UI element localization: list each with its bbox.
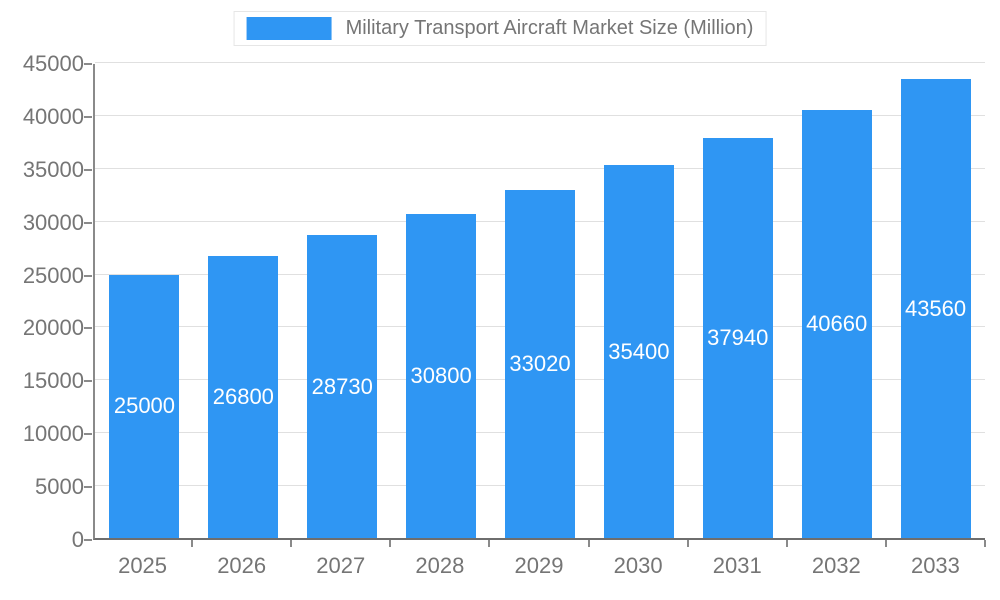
- bar-value-label: 28730: [311, 373, 373, 399]
- y-axis-tick-label: 15000: [22, 368, 84, 394]
- bar-2032: 40660: [801, 109, 872, 538]
- x-axis-tick: [488, 540, 491, 547]
- y-axis-tick: [84, 486, 92, 489]
- y-axis-tick: [84, 63, 92, 65]
- x-axis-tick-label: 2033: [910, 553, 960, 578]
- y-axis-tick-label: 40000: [22, 103, 84, 129]
- bar-value-label: 26800: [212, 383, 274, 409]
- x-axis-tick: [587, 540, 590, 547]
- y-axis-tick: [84, 168, 92, 171]
- y-axis-tick: [84, 433, 92, 436]
- legend-swatch: [246, 17, 332, 40]
- x-axis-tick-label: 2031: [712, 553, 762, 578]
- y-axis-tick-label: 45000: [22, 51, 84, 76]
- bar-value-label: 33020: [509, 351, 571, 377]
- bar-2031: 37940: [702, 138, 773, 538]
- y-axis-tick: [84, 115, 92, 118]
- x-axis-tick-label: 2028: [415, 553, 465, 578]
- bar-2029: 33020: [505, 190, 575, 538]
- bar-2026: 26800: [208, 255, 279, 538]
- bar-value-label: 25000: [113, 393, 176, 419]
- gridline: [95, 114, 985, 116]
- x-axis-tick-label: 2027: [316, 553, 366, 578]
- y-axis-tick-label: 5000: [35, 474, 84, 500]
- bar-2025: 25000: [109, 274, 180, 538]
- y-axis-tick-label: 0: [71, 527, 84, 552]
- gridline: [95, 62, 985, 63]
- x-axis-tick: [290, 540, 293, 547]
- y-axis-tick: [84, 221, 92, 224]
- x-axis-tick-label: 2029: [514, 553, 564, 578]
- bar-2030: 35400: [603, 165, 674, 538]
- y-axis-tick: [84, 327, 92, 330]
- chart-title: Military Transport Aircraft Market Size …: [345, 17, 754, 39]
- y-axis-tick: [84, 539, 92, 541]
- y-axis-tick-label: 30000: [22, 209, 84, 235]
- bar-2028: 30800: [406, 213, 477, 538]
- legend[interactable]: Military Transport Aircraft Market Size …: [233, 11, 767, 46]
- y-axis-tick: [84, 380, 92, 383]
- gridline: [95, 167, 985, 169]
- x-axis-tick-label: 2030: [613, 553, 663, 578]
- x-axis-tick-label: 2026: [217, 553, 267, 578]
- bar-value-label: 37940: [707, 325, 769, 351]
- y-axis-tick-label: 10000: [22, 421, 84, 447]
- x-axis-tick-label: 2025: [118, 553, 168, 578]
- bars: 25000 26800 28730 30800 33020 35400 37940 40660…: [95, 64, 985, 538]
- bar-value-label: 30800: [410, 362, 472, 388]
- x-axis-tick: [984, 540, 986, 547]
- bar-value-label: 40660: [806, 310, 868, 336]
- plot-area: 25000 26800 28730 30800 33020 35400 37940 40660…: [93, 62, 985, 540]
- x-axis-tick: [785, 540, 788, 547]
- x-axis-tick: [884, 540, 887, 547]
- bar-value-label: 43560: [904, 295, 967, 321]
- x-axis-tick-label: 2032: [811, 553, 861, 578]
- y-axis-tick: [84, 274, 92, 277]
- x-axis-tick: [191, 540, 194, 547]
- bar-2027: 28730: [307, 235, 378, 538]
- x-axis-labels: 2025 2026 2027 2028 2029 2030 2031 2032 2033: [93, 553, 985, 579]
- y-axis-tick-label: 35000: [22, 156, 84, 182]
- y-axis-tick-label: 20000: [22, 315, 84, 341]
- x-axis-tick: [686, 540, 689, 547]
- bar-2033: 43560: [900, 79, 971, 538]
- x-axis-tick: [389, 540, 392, 547]
- bar-value-label: 35400: [608, 338, 670, 364]
- y-axis-tick-label: 25000: [22, 262, 84, 288]
